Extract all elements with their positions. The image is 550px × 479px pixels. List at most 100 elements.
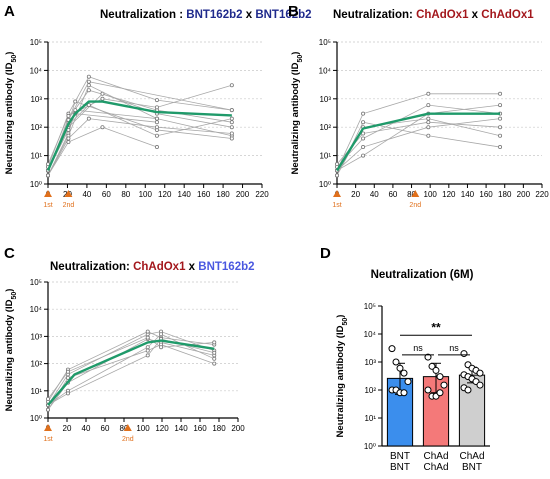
pa-individual-point (229, 116, 234, 121)
panel-label-a: A (4, 3, 15, 20)
pd-category-label: ChAd (423, 462, 448, 473)
pb-x-tick-label: 160 (479, 190, 493, 199)
pb-x-tick-label: 100 (424, 190, 438, 199)
pa-dose-label: 2nd (63, 202, 75, 209)
pc-dose-label: 2nd (122, 436, 134, 443)
pc-individual-point (212, 356, 217, 361)
pb-individual-point (334, 162, 339, 167)
pa-mean-line (46, 100, 232, 171)
pa-individual-line (47, 81, 232, 171)
pc-individual-point (145, 353, 150, 358)
pd-data-point (476, 369, 484, 377)
pd-data-point (428, 362, 436, 370)
pc-individual-point (145, 329, 150, 334)
title-c: Neutralization: ChAdOx1 x BNT162b2 (50, 261, 255, 273)
pb-individual-point (426, 120, 431, 125)
pd-y-tick-label: 10⁰ (364, 442, 376, 451)
pc-individual-point (212, 340, 217, 345)
pd-data-point (424, 353, 432, 361)
pc-individual-point (212, 350, 217, 355)
title-a: Neutralization : BNT162b2 x BNT162b2 (100, 9, 312, 21)
pc-x-tick-label: 100 (136, 424, 150, 433)
pa-individual-line (47, 76, 232, 168)
title-b-prefix: Neutralization: (333, 9, 416, 21)
pa-x-tick-label: 140 (178, 190, 192, 199)
pa-x-tick-label: 40 (82, 190, 91, 199)
pa-individual-point (46, 173, 51, 178)
pb-individual-point (361, 111, 366, 116)
plot-area-c: 10⁰10¹10²10³10⁴10⁵0204060801001201401601… (4, 278, 245, 443)
pb-y-tick-label: 10³ (319, 95, 331, 104)
pb-individual-point (361, 153, 366, 158)
pc-x-tick-label: 200 (231, 424, 245, 433)
pd-category-label: BNT (390, 451, 410, 462)
pa-individual-point (100, 96, 105, 101)
pd-category-label: BNT (390, 462, 410, 473)
pa-individual-point (154, 105, 159, 110)
title-a-times: x (243, 9, 256, 21)
pb-y-tick-label: 10⁵ (319, 38, 331, 47)
pa-y-tick-label: 10⁰ (30, 180, 42, 189)
pc-individual-line (47, 331, 215, 406)
pa-individual-point (154, 125, 159, 130)
pd-y-tick-label: 10² (364, 386, 376, 395)
pb-x-tick-label: 120 (442, 190, 456, 199)
title-c-prefix: Neutralization: (50, 261, 133, 273)
pb-individual-point (498, 91, 503, 96)
title-c-times: x (185, 261, 198, 273)
pd-category-label: ChAd (459, 451, 484, 462)
pd-data-point (464, 386, 472, 394)
pa-individual-point (229, 83, 234, 88)
pb-individual-point (498, 133, 503, 138)
pb-individual-point (498, 116, 503, 121)
pa-x-tick-label: 120 (158, 190, 172, 199)
pb-dose-label: 2nd (409, 202, 421, 209)
pd-data-point (404, 378, 412, 386)
pa-y-tick-label: 10³ (30, 95, 42, 104)
pa-individual-point (86, 116, 91, 121)
title-a-prefix: Neutralization : (100, 9, 186, 21)
pb-y-tick-label: 10⁰ (319, 180, 331, 189)
pc-individual-point (212, 361, 217, 366)
pa-individual-point (229, 125, 234, 130)
pd-y-axis-label: Neutralizing antibody (ID50) (335, 315, 349, 438)
panel-b: B Neutralization: ChAdOx1 x ChAdOx1 10⁰ 1… (288, 3, 549, 209)
pc-y-tick-label: 10⁰ (30, 414, 42, 423)
pd-y-tick-label: 10¹ (364, 414, 376, 423)
pa-y-axis-label: Neutralizing antibody (ID50) (4, 52, 18, 175)
pb-individual-point (498, 145, 503, 150)
pa-y-tick-label: 10⁴ (30, 66, 43, 75)
pb-x-tick-label: 140 (461, 190, 475, 199)
title-d: Neutralization (6M) (371, 269, 474, 281)
pc-individual-point (65, 391, 70, 396)
pa-individual-point (66, 140, 71, 145)
pa-individual-point (73, 99, 78, 104)
plot-area-a: 10⁰10¹10²10³10⁴10⁵0204060801001201401601… (4, 38, 269, 209)
pa-individual-point (229, 131, 234, 136)
pb-individual-line (336, 118, 501, 171)
pd-data-point (396, 364, 404, 372)
pa-individual-point (100, 125, 105, 130)
pd-data-point (400, 369, 408, 377)
pb-individual-point (426, 116, 431, 121)
pb-x-tick-label: 80 (407, 190, 416, 199)
pa-individual-point (154, 133, 159, 138)
panel-label-c: C (4, 245, 15, 262)
pc-x-tick-label: 60 (101, 424, 110, 433)
pd-data-point (436, 389, 444, 397)
pc-individual-point (65, 375, 70, 380)
pc-x-tick-label: 80 (120, 424, 129, 433)
pa-x-tick-label: 100 (139, 190, 153, 199)
title-b-vaccine-1: ChAdOx1 (416, 9, 469, 21)
pb-individual-point (426, 125, 431, 130)
pc-individual-point (145, 345, 150, 350)
title-c-vaccine-1: ChAdOx1 (133, 261, 186, 273)
pd-data-point (424, 386, 432, 394)
pc-individual-point (145, 335, 150, 340)
pa-individual-point (86, 79, 91, 84)
pb-individual-point (361, 131, 366, 136)
pc-y-tick-label: 10³ (30, 332, 42, 341)
pc-y-axis-label: Neutralizing antibody (ID50) (4, 289, 18, 412)
pa-individual-point (229, 120, 234, 125)
pb-y-axis-label: Neutralizing antibody (ID50) (290, 52, 304, 175)
